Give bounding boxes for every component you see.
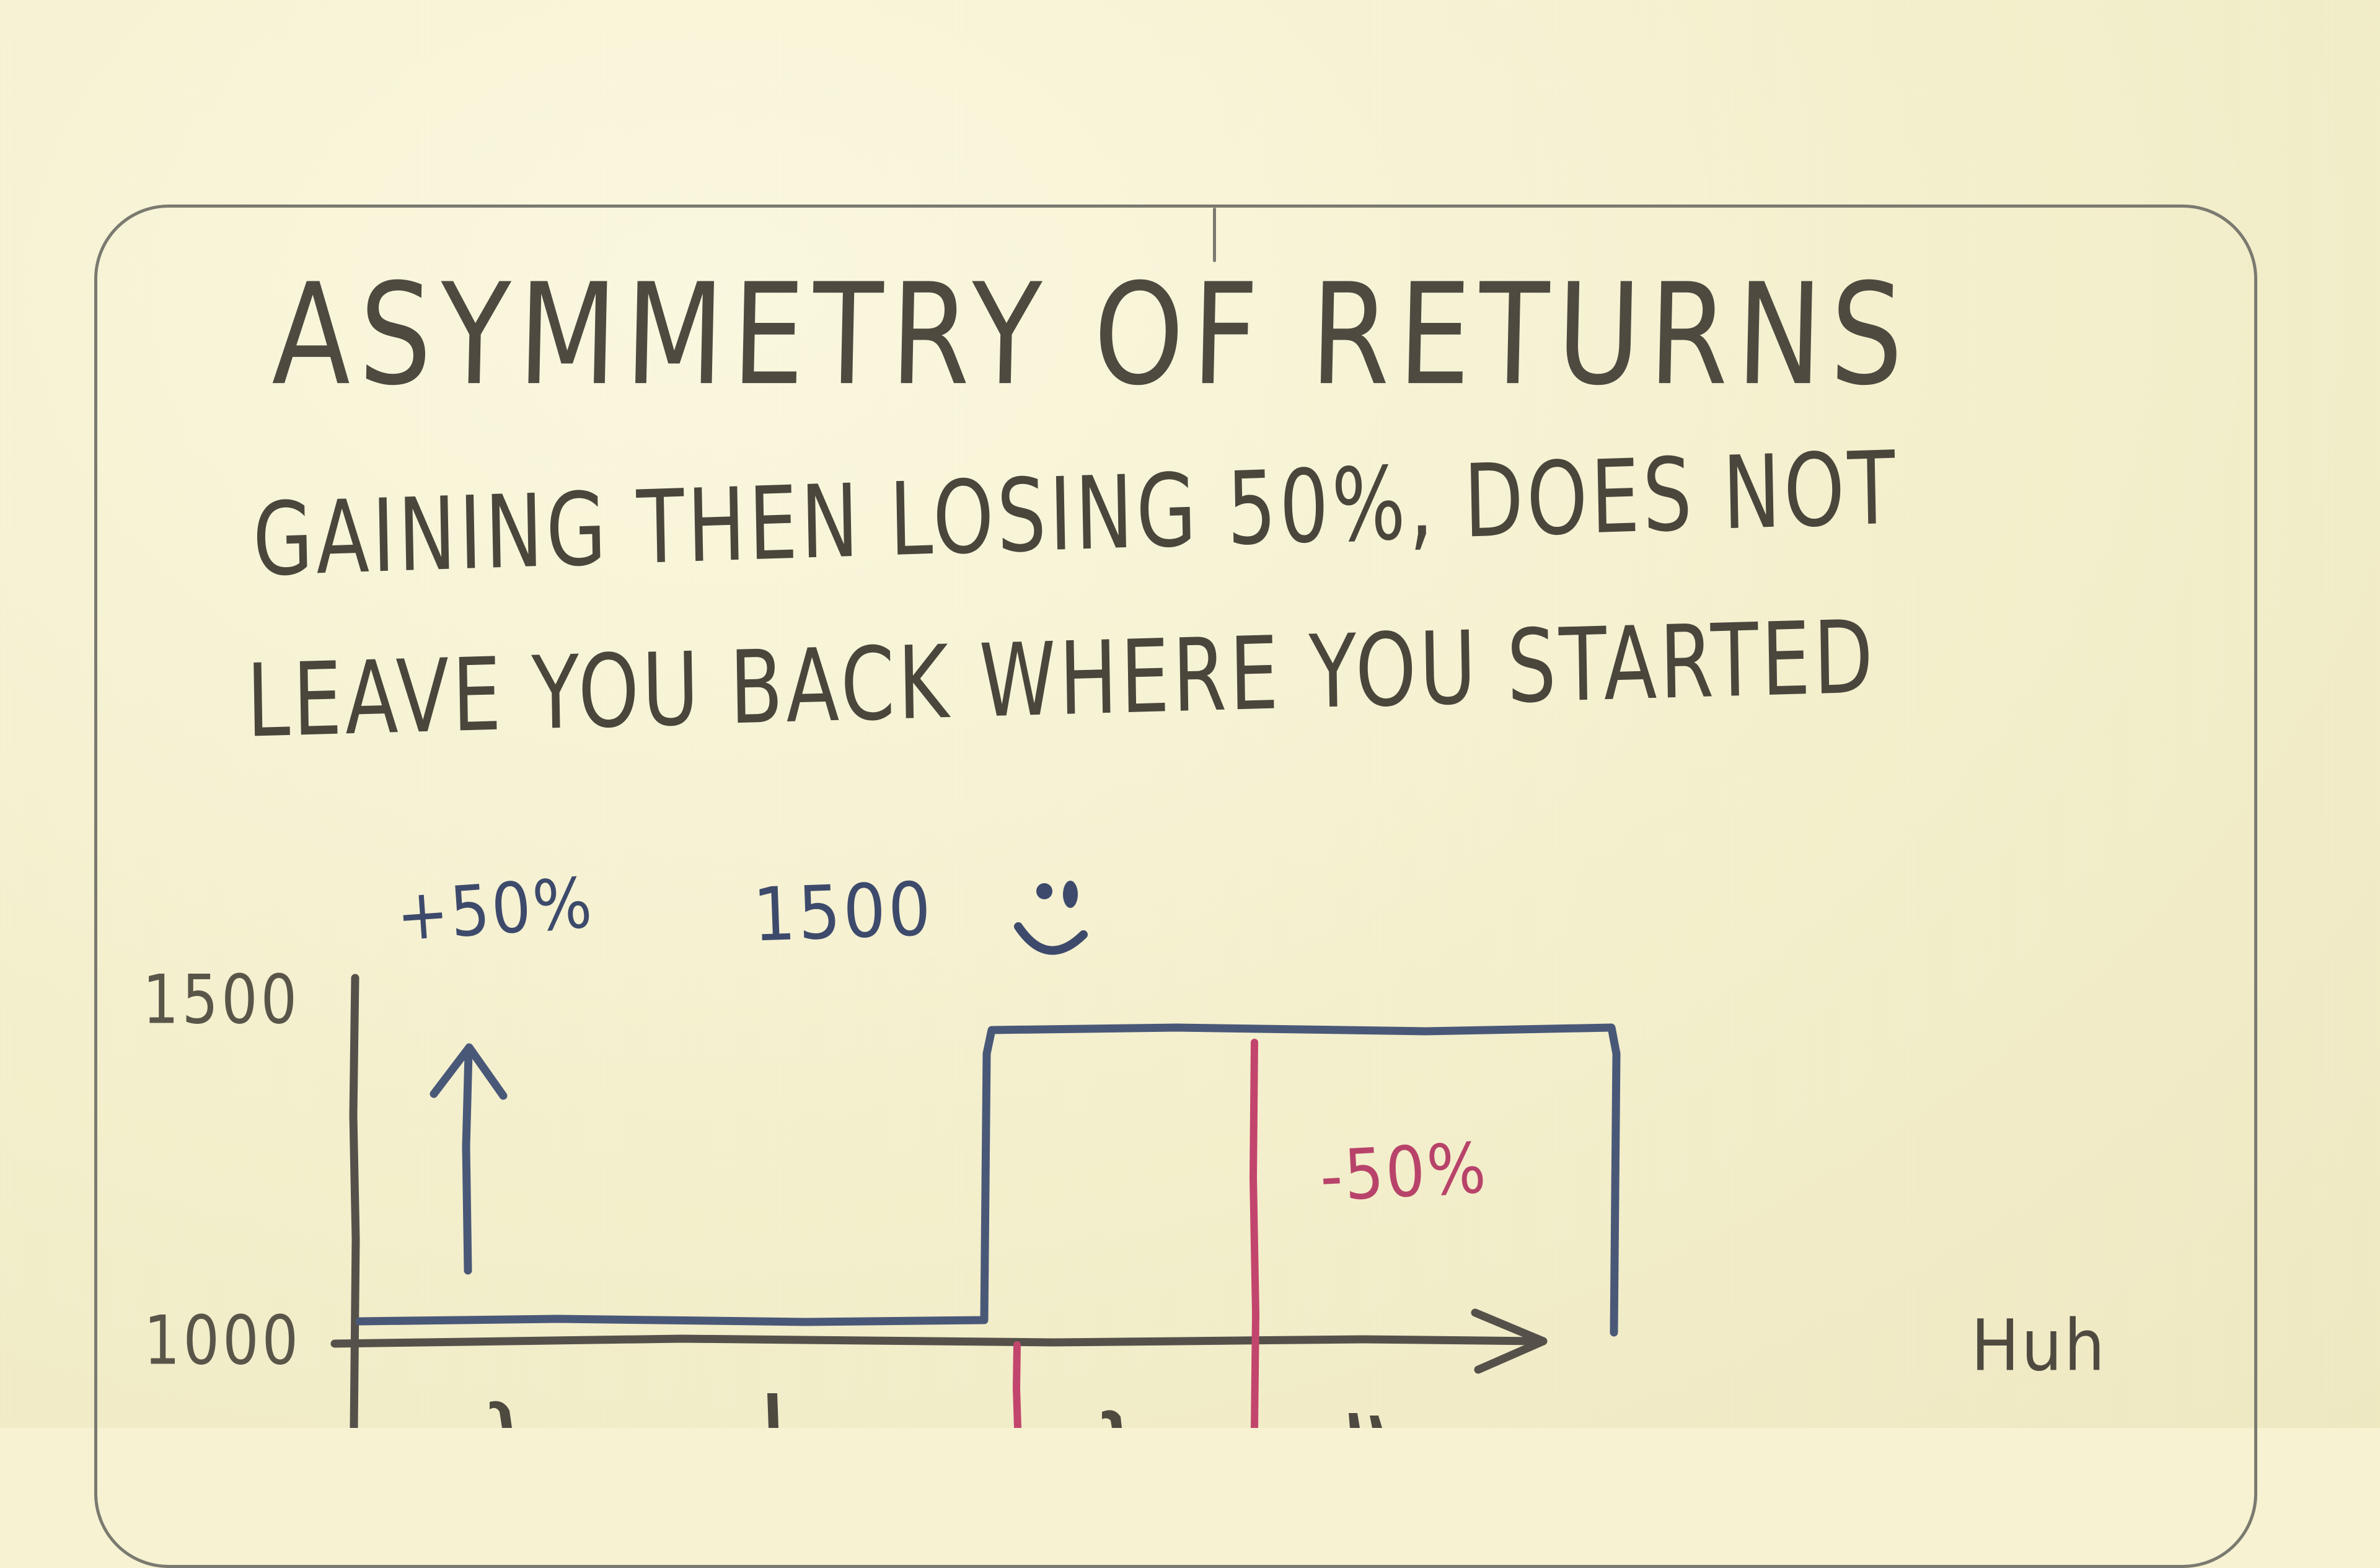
y-axis-label-1000: 1000 [144,1302,302,1380]
loss-percent-label: -50% [1318,1127,1490,1217]
huh-reaction-label: Huh [1971,1303,2107,1388]
page-title: ASYMMETRY OF RETURNS [271,253,1913,416]
y-axis-label-1500: 1500 [143,961,301,1039]
gain-percent-label: +50% [394,861,596,957]
center-tick-mark [1213,208,1216,262]
peak-value-label: 1500 [751,866,935,959]
